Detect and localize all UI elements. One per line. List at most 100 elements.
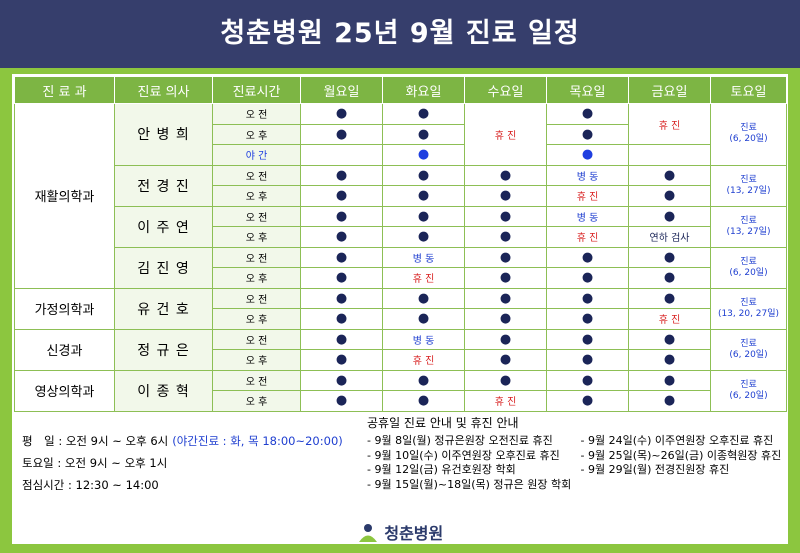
cell: ● — [382, 185, 465, 207]
cell: 휴 진 — [546, 226, 629, 248]
time: 오 후 — [212, 390, 301, 412]
saturday-line: 진료 — [740, 215, 757, 226]
cell: 병 동 — [382, 328, 465, 350]
doctor: 이 종 혁 — [114, 369, 213, 412]
cell: 휴 진 — [464, 390, 547, 412]
hours-text: 평 일 : 오전 9시 ~ 오후 6시 — [22, 434, 169, 448]
saturday-line: 진료 — [740, 338, 757, 349]
title: 청춘병원 25년 9월 진료 일정 — [0, 0, 800, 68]
cell: ● — [546, 328, 629, 350]
cell: ● — [464, 205, 547, 227]
cell: ● — [464, 328, 547, 350]
saturday-line: 진료 — [740, 123, 757, 134]
cell: ● — [546, 349, 629, 371]
cell: ● — [300, 390, 383, 412]
cell: ● — [546, 144, 629, 166]
cell: 병 동 — [546, 205, 629, 227]
saturday-line: 진료 — [740, 297, 757, 308]
panel: 진 료 과 진료 의사 진료시간 월요일 화요일 수요일 목요일 금요일 토요일 재활의학과 안 병… — [12, 74, 788, 544]
time: 오 전 — [212, 369, 301, 391]
cell: ● — [546, 308, 629, 330]
cell: ● — [382, 123, 465, 145]
time: 오 전 — [212, 164, 301, 186]
holiday-item: - 9월 10일(수) 이주연원장 오후진료 휴진 — [367, 448, 560, 462]
cell: 병 동 — [382, 246, 465, 268]
column-header: 진 료 과 — [14, 76, 115, 104]
cell: ● — [300, 226, 383, 248]
holiday-item: - 9월 8일(월) 정규은원장 오전진료 휴진 — [367, 434, 553, 447]
time: 오 후 — [212, 123, 301, 145]
cell: ● — [300, 205, 383, 227]
cell: ● — [300, 164, 383, 186]
cell: ● — [382, 103, 465, 125]
time: 오 전 — [212, 246, 301, 268]
saturday: 진료 (6, 20일) — [710, 103, 787, 166]
cell: 휴 진 — [382, 349, 465, 371]
cell: 휴 진 — [546, 185, 629, 207]
cell: ● — [464, 164, 547, 186]
schedule-table: 진 료 과 진료 의사 진료시간 월요일 화요일 수요일 목요일 금요일 토요일 재활의학과 안 병… — [14, 76, 787, 412]
saturday-line: (13, 20, 27일) — [717, 308, 780, 319]
cell: ● — [464, 287, 547, 309]
saturday-line: (6, 20일) — [729, 390, 768, 401]
holiday-left: - 9월 8일(월) 정규은원장 오전진료 휴진 - 9월 10일(수) 이주연원… — [367, 434, 577, 492]
logo-icon — [358, 524, 377, 542]
doctor: 이 주 연 — [114, 205, 213, 248]
saturday: 진료 (6, 20일) — [710, 369, 787, 412]
cell: ● — [382, 205, 465, 227]
doctor: 전 경 진 — [114, 164, 213, 207]
time: 오 전 — [212, 103, 301, 125]
cell: ● — [382, 287, 465, 309]
column-header: 월요일 — [300, 76, 383, 104]
column-header: 수요일 — [464, 76, 547, 104]
row: 오 후 ● ● 휴 진 ● ● — [15, 390, 787, 412]
hours-line: 평 일 : 오전 9시 ~ 오후 6시 (야간진료 : 화, 목 18:00~20… — [22, 430, 343, 452]
saturday-line: (6, 20일) — [729, 349, 768, 360]
cell: ● — [628, 349, 711, 371]
saturday-line: (13, 27일) — [726, 185, 771, 196]
cell: ● — [382, 164, 465, 186]
doctor: 정 규 은 — [114, 328, 213, 371]
column-header: 진료 의사 — [114, 76, 213, 104]
cell: ● — [300, 308, 383, 330]
cell: ● — [628, 287, 711, 309]
cell: ● — [300, 103, 383, 125]
time: 오 후 — [212, 349, 301, 371]
time: 오 전 — [212, 328, 301, 350]
time: 오 후 — [212, 267, 301, 289]
night-hours: (야간진료 : 화, 목 18:00~20:00) — [172, 434, 343, 448]
holiday-item: - 9월 12일(금) 유건호원장 학회 — [367, 463, 516, 476]
cell: ● — [628, 164, 711, 186]
cell: ● — [464, 308, 547, 330]
time: 오 후 — [212, 185, 301, 207]
cell: ● — [546, 287, 629, 309]
cell: 병 동 — [546, 164, 629, 186]
cell: ● — [628, 267, 711, 289]
column-header: 화요일 — [382, 76, 465, 104]
department: 영상의학과 — [14, 369, 115, 412]
cell: ● — [464, 226, 547, 248]
department: 신경과 — [14, 328, 115, 371]
cell: ● — [546, 246, 629, 268]
doctor: 유 건 호 — [114, 287, 213, 330]
cell: ● — [300, 246, 383, 268]
saturday-line: 진료 — [740, 256, 757, 267]
holiday-title: 공휴일 진료 안내 및 휴진 안내 — [367, 416, 519, 430]
cell: ● — [628, 185, 711, 207]
hours-line: 점심시간 : 12:30 ~ 14:00 — [22, 474, 343, 496]
cell — [300, 144, 383, 166]
saturday: 진료 (6, 20일) — [710, 328, 787, 371]
holiday-right: - 9월 24일(수) 이주연원장 오후진료 휴진 - 9월 25일(목)~26일… — [581, 434, 782, 478]
holiday-item: - 9월 15일(월)~18일(목) 정규은 원장 학회 — [367, 477, 572, 491]
row: 오 후 ● ● ● 휴 진 ● — [15, 185, 787, 207]
column-header: 토요일 — [710, 76, 787, 104]
hours: 평 일 : 오전 9시 ~ 오후 6시 (야간진료 : 화, 목 18:00~20… — [22, 430, 343, 496]
cell: ● — [382, 308, 465, 330]
logo-text: 청춘병원 — [384, 524, 444, 543]
cell: 휴 진 — [464, 103, 547, 166]
time: 야 간 — [212, 144, 301, 166]
cell: ● — [300, 267, 383, 289]
hours-text: 점심시간 : 12:30 ~ 14:00 — [22, 478, 159, 492]
